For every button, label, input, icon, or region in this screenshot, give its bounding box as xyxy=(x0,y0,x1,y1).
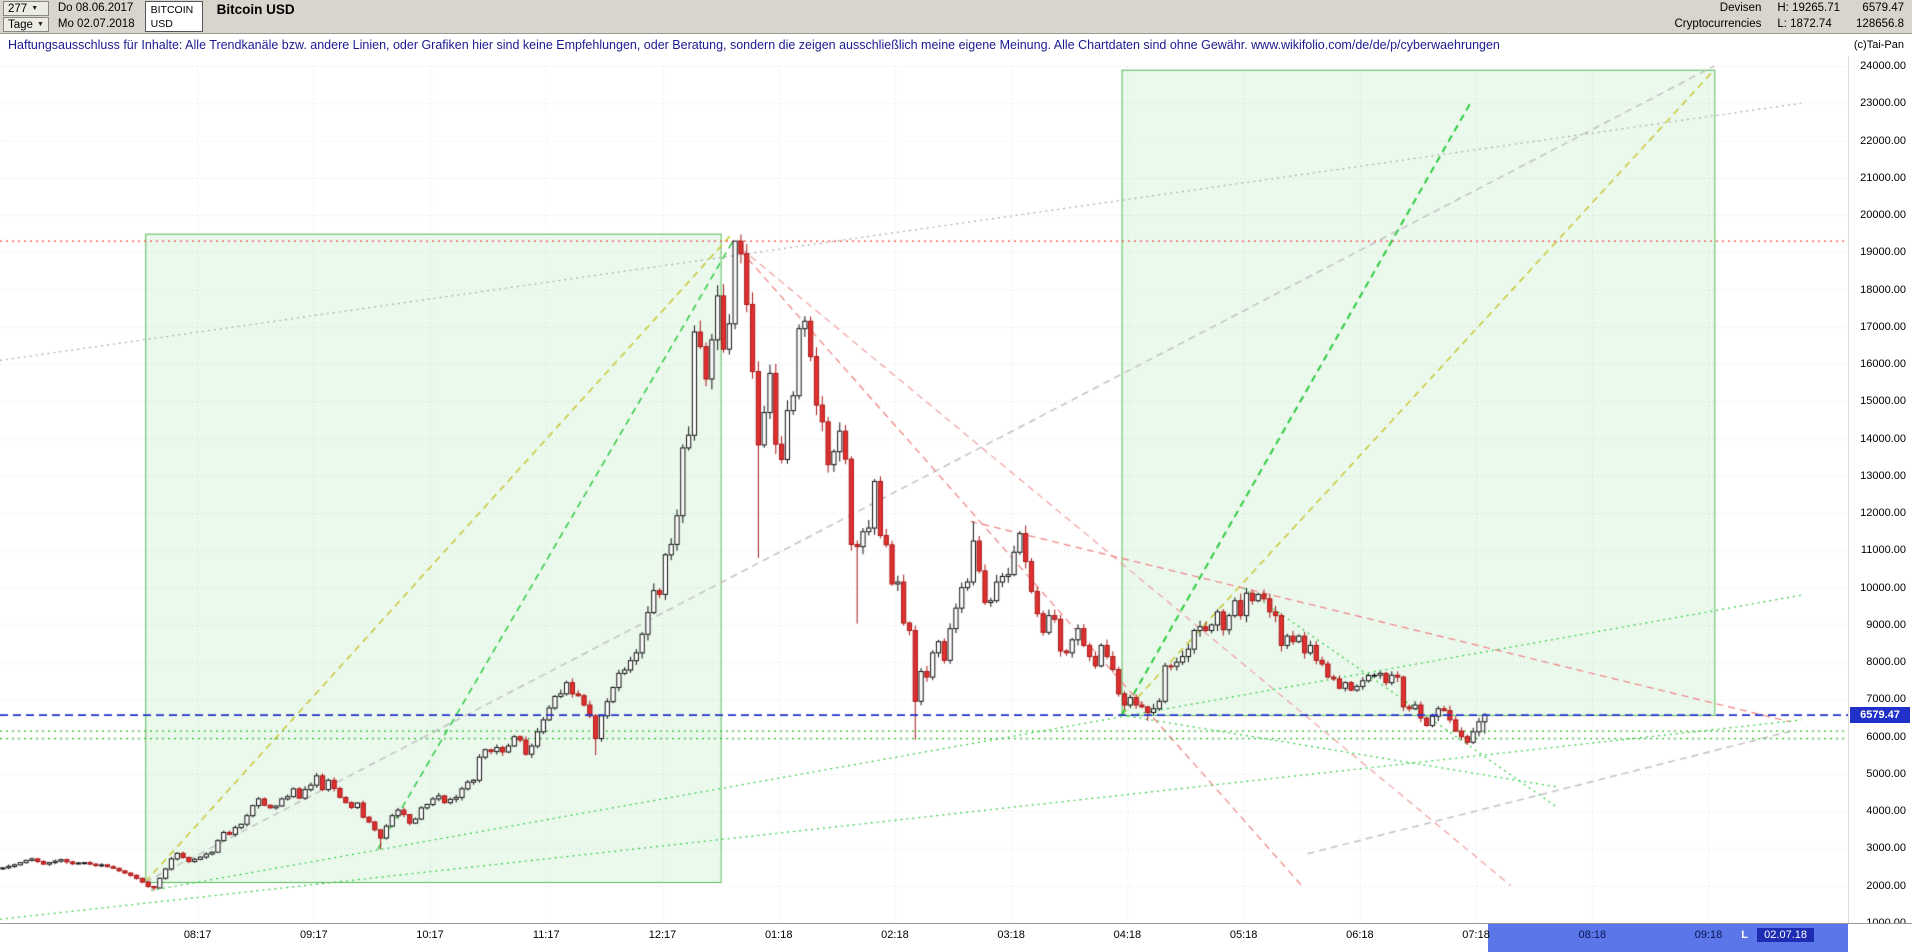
x-tick-label: 08:18 xyxy=(1578,929,1607,941)
x-tick-label: 12:17 xyxy=(648,929,677,941)
y-tick-label: 18000.00 xyxy=(1860,283,1906,296)
last-session-marker: L xyxy=(1741,929,1748,941)
y-tick-label: 22000.00 xyxy=(1860,134,1906,147)
y-tick-label: 13000.00 xyxy=(1860,469,1906,482)
copyright-label: (c)Tai-Pan xyxy=(1853,39,1904,51)
chart-region: 6579.47 24000.00 23000.00 22000.00 21000.00… xyxy=(0,56,1912,952)
y-tick-label: 19000.00 xyxy=(1860,246,1906,259)
y-tick-label: 3000.00 xyxy=(1866,842,1906,855)
volume-value: 128656.8 xyxy=(1856,18,1904,30)
symbol-name: BITCOIN xyxy=(150,4,194,16)
y-tick-label: 16000.00 xyxy=(1860,358,1906,371)
period-dropdown[interactable]: Tage ▼ xyxy=(3,17,49,32)
chart-header: 277 ▼ Tage ▼ Do 08.06.2017 Mo 02.07.2018… xyxy=(0,0,1912,34)
y-tick-label: 15000.00 xyxy=(1860,395,1906,408)
y-tick-label: 2000.00 xyxy=(1866,879,1906,892)
x-tick-label: 07:18 xyxy=(1462,929,1490,941)
disclaimer-text: Haftungsausschluss für Inhalte: Alle Tre… xyxy=(8,38,1500,52)
first-visible-date: Do 08.06.2017 xyxy=(57,2,134,14)
y-tick-label: 4000.00 xyxy=(1866,805,1906,818)
current-price-label: 6579.47 xyxy=(1850,707,1910,724)
market-category: Devisen xyxy=(1719,2,1762,14)
chevron-down-icon: ▼ xyxy=(31,5,39,12)
symbol-currency: USD xyxy=(150,18,173,30)
last-visible-date: Mo 02.07.2018 xyxy=(57,18,135,30)
y-tick-label: 20000.00 xyxy=(1860,209,1906,222)
price-chart-canvas[interactable] xyxy=(0,56,1848,923)
x-tick-label: 06:18 xyxy=(1346,929,1374,941)
bars-count-dropdown[interactable]: 277 ▼ xyxy=(3,1,49,16)
chevron-down-icon: ▼ xyxy=(36,21,44,28)
y-tick-label: 10000.00 xyxy=(1860,581,1906,594)
y-tick-label: 11000.00 xyxy=(1860,544,1906,557)
time-axis: L 02.07.18 08:17 09:17 10:17 11:17 12:17 01:1… xyxy=(0,923,1848,952)
disclaimer-bar: Haftungsausschluss für Inhalte: Alle Tre… xyxy=(0,34,1912,56)
axis-corner xyxy=(1848,923,1912,952)
period-high: H: 19265.71 xyxy=(1777,2,1841,14)
period-low: L: 1872.74 xyxy=(1777,18,1832,30)
last-session-date: 02.07.18 xyxy=(1757,928,1814,942)
x-tick-label: 11:17 xyxy=(532,929,560,941)
y-tick-label: 14000.00 xyxy=(1860,432,1906,445)
x-tick-label: 05:18 xyxy=(1229,929,1258,941)
x-tick-label: 03:18 xyxy=(997,929,1025,941)
y-tick-label: 5000.00 xyxy=(1866,767,1906,780)
y-tick-label: 7000.00 xyxy=(1866,693,1906,706)
chart-title: Bitcoin USD xyxy=(216,2,295,17)
bars-count-value: 277 xyxy=(8,2,28,15)
price-axis: 6579.47 24000.00 23000.00 22000.00 21000.00… xyxy=(1848,56,1912,952)
x-tick-label: 09:17 xyxy=(300,929,328,941)
y-tick-label: 23000.00 xyxy=(1860,97,1906,110)
period-value: Tage xyxy=(8,18,33,31)
y-tick-label: 8000.00 xyxy=(1866,656,1906,669)
y-tick-label: 17000.00 xyxy=(1860,320,1906,333)
y-tick-label: 6000.00 xyxy=(1866,730,1906,743)
y-tick-label: 24000.00 xyxy=(1860,60,1906,72)
y-tick-label: 21000.00 xyxy=(1860,171,1906,184)
market-subcategory: Cryptocurrencies xyxy=(1674,18,1762,30)
x-tick-label: 08:17 xyxy=(183,929,212,941)
x-tick-label: 10:17 xyxy=(416,929,444,941)
y-tick-label: 9000.00 xyxy=(1866,618,1906,631)
symbol-box[interactable]: BITCOIN USD xyxy=(144,1,203,32)
y-tick-label: 12000.00 xyxy=(1860,507,1906,520)
x-tick-label: 09:18 xyxy=(1694,929,1723,941)
x-tick-label: 02:18 xyxy=(881,929,909,941)
last-price-value: 6579.47 xyxy=(1862,2,1904,14)
x-tick-label: 01:18 xyxy=(764,929,793,941)
x-tick-label: 04:18 xyxy=(1113,929,1142,941)
